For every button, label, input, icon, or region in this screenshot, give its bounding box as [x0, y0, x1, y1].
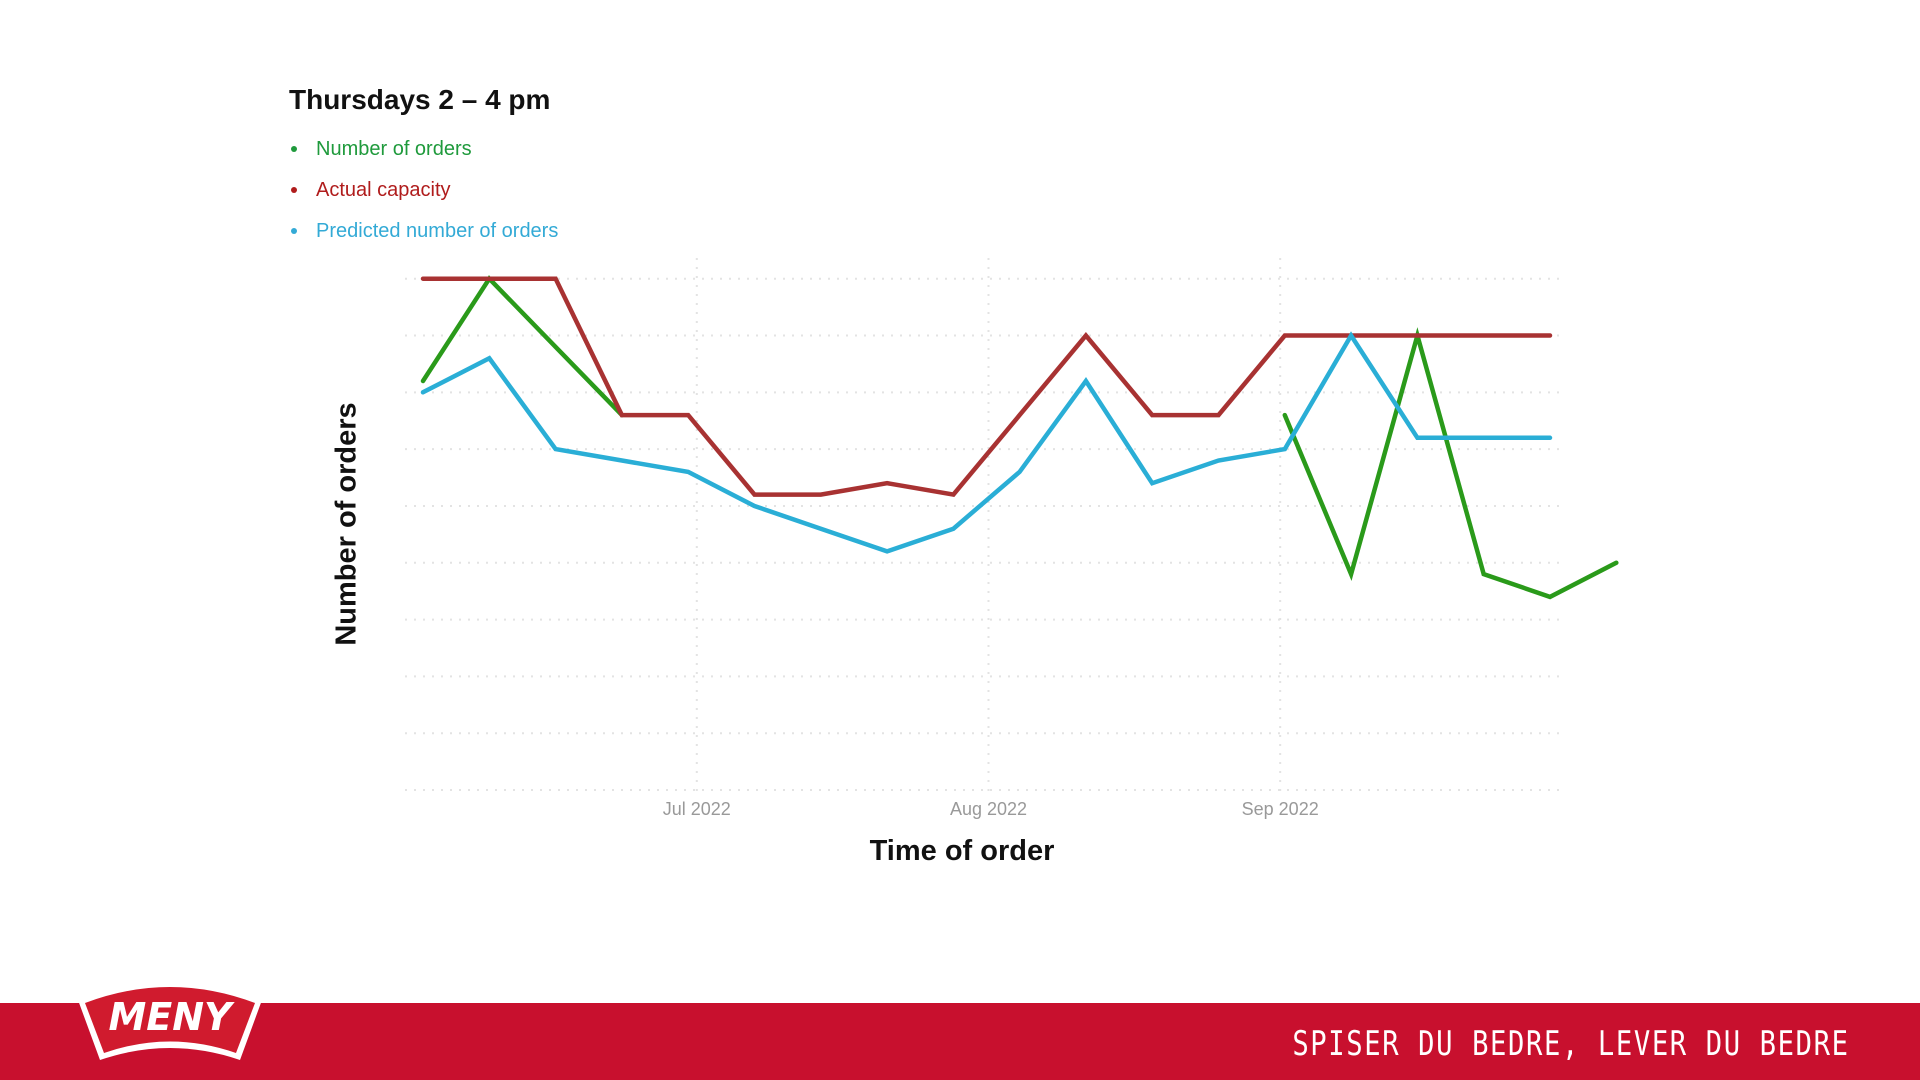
series-line-number-of-orders [1282, 327, 1619, 600]
legend-item-actual-capacity: Actual capacity [289, 177, 558, 218]
footer-bar [0, 1003, 1920, 1080]
x-tick-label: Aug 2022 [950, 799, 1027, 819]
series-line-number-of-orders [420, 275, 625, 418]
y-axis-label: Number of orders [330, 402, 363, 646]
footer-slogan: SPISER DU BEDRE, LEVER DU BEDRE [1292, 1024, 1850, 1064]
legend-item-number-of-orders: Number of orders [289, 136, 558, 177]
series-line-predicted-number-of-orders [420, 331, 1553, 554]
legend: Number of orders Actual capacity Predict… [289, 136, 558, 259]
meny-logo: MENY [78, 982, 262, 1060]
series-line-actual-capacity [420, 276, 1553, 498]
x-tick-label: Sep 2022 [1242, 799, 1319, 819]
logo-text: MENY [108, 995, 235, 1039]
x-tick-label: Jul 2022 [663, 799, 731, 819]
line-chart: Jul 2022 Aug 2022 Sep 2022 [405, 258, 1619, 819]
legend-item-predicted-orders: Predicted number of orders [289, 218, 558, 259]
x-axis-label: Time of order [869, 835, 1055, 867]
chart-title: Thursdays 2 – 4 pm [289, 84, 551, 115]
